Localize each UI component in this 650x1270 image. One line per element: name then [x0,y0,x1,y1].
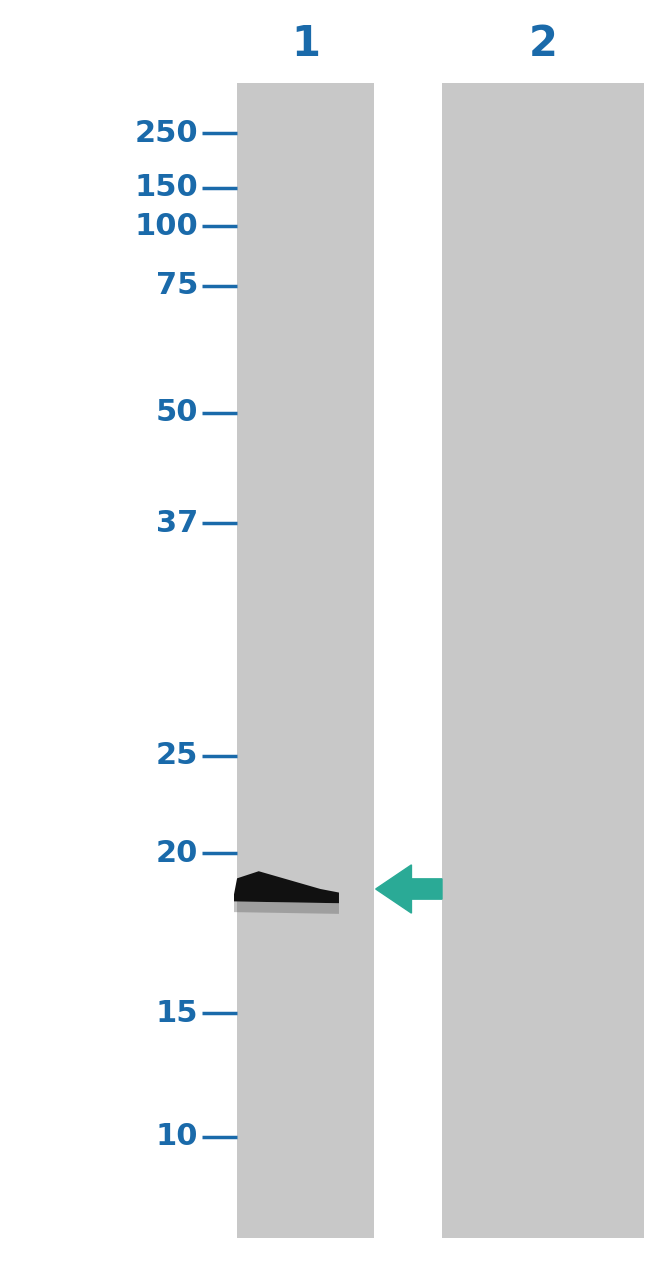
Text: 75: 75 [156,272,198,300]
Text: 37: 37 [156,509,198,537]
Text: 25: 25 [156,742,198,770]
Text: 50: 50 [156,399,198,427]
Bar [442,83,644,1238]
Bar [237,83,374,1238]
Text: 100: 100 [135,212,198,240]
Text: 250: 250 [135,119,198,147]
Polygon shape [234,902,339,914]
FancyArrow shape [376,865,442,913]
Text: 2: 2 [528,23,557,66]
Text: 15: 15 [156,999,198,1027]
Text: 20: 20 [156,839,198,867]
Text: 10: 10 [156,1123,198,1151]
Text: 1: 1 [291,23,320,66]
Text: 150: 150 [135,174,198,202]
Polygon shape [234,871,339,903]
